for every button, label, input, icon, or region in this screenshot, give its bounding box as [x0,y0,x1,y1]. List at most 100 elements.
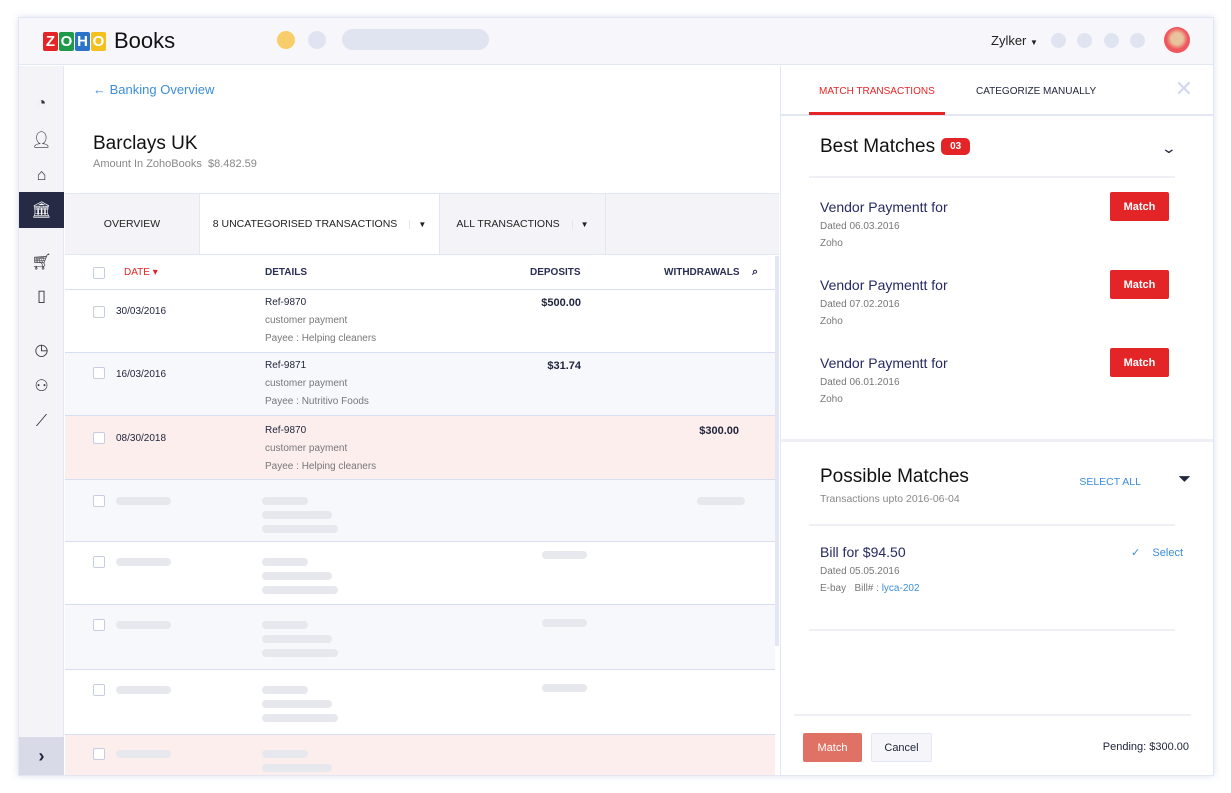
amount-value: $8.482.59 [207,158,257,170]
row-deposit: $31.74 [547,360,581,372]
check-icon: ✓ [1130,547,1141,559]
placeholder-icon[interactable] [1104,33,1119,48]
col-withdrawals: WITHDRAWALS [664,267,740,278]
org-name: Zylker [991,33,1027,48]
tab-bar: OVERVIEW 8 UNCATEGORISED TRANSACTIONS ▼ A… [65,193,779,255]
app-name: Books [114,28,176,53]
sidebar: ◔ 👤︎ ⌂ 🏛︎ 🛒︎ ▯ ◷ ⚇ ⟋ › [19,66,64,775]
placeholder-icon[interactable] [1051,33,1066,48]
tab-uncategorised[interactable]: 8 UNCATEGORISED TRANSACTIONS ▼ [200,194,440,254]
reports-icon[interactable]: ⟋ [35,413,48,430]
accountant-icon[interactable]: ⚇ [34,378,49,395]
row-date: 16/03/2016 [116,369,167,380]
match-panel: MATCH TRANSACTIONS CATEGORIZE MANUALLY ✕… [780,66,1213,775]
match-submit-button[interactable]: Match [803,733,862,762]
col-details: DETAILS [265,267,308,278]
dashboard-icon[interactable]: ◔ [36,95,47,112]
logo-letter: O [91,31,106,51]
placeholder-icon[interactable] [1077,33,1092,48]
match-button[interactable]: Match [1110,192,1169,221]
placeholder-dot [277,31,295,49]
col-deposits: DEPOSITS [530,267,581,278]
best-match-item: Vendor Paymentt for Dated 07.02.2016 Zoho M… [820,270,1183,327]
select-button[interactable]: ✓ Select [1130,547,1183,559]
contacts-icon[interactable]: 👤︎ [31,132,52,149]
time-tracking-icon[interactable]: ◷ [34,342,49,359]
amount-label: Amount In ZohoBooks [93,158,202,170]
row-date: 08/30/2018 [116,433,167,444]
row-desc: customer payment [265,315,348,326]
user-avatar[interactable] [1164,27,1190,53]
transactions-table: DATE ▾ DETAILS DEPOSITS WITHDRAWALS ⌕ 30… [65,256,775,775]
select-all-link[interactable]: SELECT ALL [1079,476,1141,488]
row-checkbox[interactable] [93,306,105,318]
active-tab-underline [809,112,945,115]
row-deposit: $500.00 [541,297,581,309]
search-placeholder[interactable] [342,29,489,50]
panel-tabs: MATCH TRANSACTIONS CATEGORIZE MANUALLY ✕ [781,66,1213,116]
sales-cart-icon[interactable]: 🛒︎ [31,254,52,271]
table-row[interactable]: 16/03/2016 Ref-9871 customer payment Pay… [65,353,775,416]
best-matches-heading: Best Matches 03 [820,136,971,158]
filter-icon[interactable]: ⏷ [1178,471,1191,488]
placeholder-row [65,670,775,735]
main-content: ← Banking Overview Barclays UK Amount In… [65,66,779,775]
purchases-bag-icon[interactable]: ▯ [37,288,46,305]
row-date: 30/03/2016 [116,306,167,317]
best-match-item: Vendor Paymentt for Dated 06.01.2016 Zoho M… [820,348,1183,405]
tab-label: OVERVIEW [103,218,161,230]
count-badge: 03 [941,138,971,155]
tab-match-transactions[interactable]: MATCH TRANSACTIONS [819,86,935,97]
table-header: DATE ▾ DETAILS DEPOSITS WITHDRAWALS ⌕ [65,256,775,290]
row-payee: Payee : Helping cleaners [265,461,377,472]
breadcrumb: Banking Overview [109,82,215,97]
items-basket-icon[interactable]: ⌂ [36,167,47,184]
caret-down-icon: ▼ [1030,38,1038,47]
select-all-checkbox[interactable] [93,266,105,279]
table-row[interactable]: 30/03/2016 Ref-9870 customer payment Pay… [65,290,775,353]
row-desc: customer payment [265,378,348,389]
row-ref: Ref-9870 [265,425,307,436]
row-desc: customer payment [265,443,348,454]
expand-sidebar-chevron-icon[interactable]: › [19,737,64,775]
match-button[interactable]: Match [1110,348,1169,377]
row-ref: Ref-9871 [265,360,307,371]
bill-link[interactable]: lyca-202 [881,583,920,594]
tab-label: 8 UNCATEGORISED TRANSACTIONS [212,218,398,230]
row-checkbox[interactable] [93,367,105,379]
placeholder-row [65,605,775,670]
tab-categorize-manually[interactable]: CATEGORIZE MANUALLY [976,86,1097,97]
row-withdrawal: $300.00 [699,425,739,437]
close-icon[interactable]: ✕ [1174,76,1193,101]
best-match-item: Vendor Paymentt for Dated 06.03.2016 Zoho M… [820,192,1183,249]
possible-subtitle: Transactions upto 2016-06-04 [820,493,960,505]
match-button[interactable]: Match [1110,270,1169,299]
back-link[interactable]: ← Banking Overview [93,82,215,97]
tab-overview[interactable]: OVERVIEW [65,194,200,254]
org-switcher[interactable]: Zylker ▼ [991,33,1038,48]
pending-amount: Pending: $300.00 [1102,741,1189,753]
possible-match-item: Bill for $94.50 Dated 05.05.2016 E-bay B… [820,544,1183,594]
search-icon[interactable]: ⌕ [752,266,759,278]
placeholder-icon[interactable] [1130,33,1145,48]
tab-all-transactions[interactable]: ALL TRANSACTIONS ▼ [440,194,606,254]
caret-down-icon[interactable]: ▼ [571,219,589,229]
logo-letter: Z [43,31,58,51]
banking-icon[interactable]: 🏛︎ [19,192,64,228]
chevron-down-icon[interactable]: ⌄ [1160,140,1178,156]
row-payee: Payee : Nutritivo Foods [265,396,369,407]
table-row-selected[interactable]: 08/30/2018 Ref-9870 customer payment Pay… [65,416,775,480]
account-amount: Amount In ZohoBooks $8.482.59 [93,158,257,170]
logo-letter: O [59,31,74,51]
row-payee: Payee : Helping cleaners [265,333,377,344]
sort-date[interactable]: DATE ▾ [124,267,158,278]
caret-down-icon[interactable]: ▼ [409,219,426,229]
row-checkbox[interactable] [93,432,105,444]
logo-letter: H [75,31,90,51]
possible-matches-heading: Possible Matches [820,466,969,487]
scrollbar[interactable] [775,256,779,646]
cancel-button[interactable]: Cancel [871,733,932,762]
